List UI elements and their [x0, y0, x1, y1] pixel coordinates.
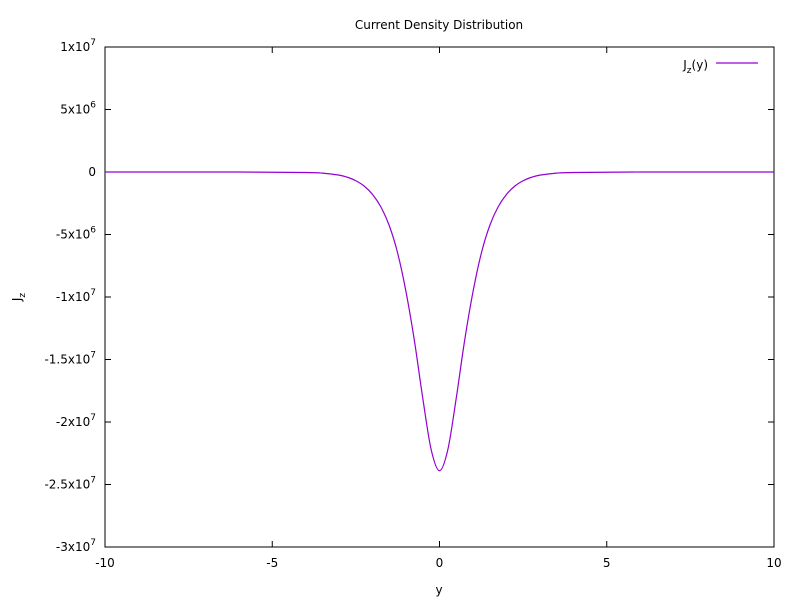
y-tick-label: -1.5x107 — [44, 351, 96, 367]
x-tick-label: -10 — [95, 556, 115, 570]
y-tick-label: -1x107 — [56, 288, 96, 304]
y-tick-label: -2x107 — [56, 413, 96, 429]
series-line-jz — [104, 171, 775, 472]
y-tick-label: -2.5x107 — [44, 476, 96, 492]
legend-label-suffix: (y) — [692, 58, 708, 72]
y-axis-label-sub: z — [18, 293, 28, 298]
axes — [104, 46, 775, 548]
x-tick-label: 5 — [603, 556, 611, 570]
y-axis-label: Jz — [10, 293, 28, 303]
x-tick-label: 0 — [436, 556, 444, 570]
x-axis-ticks: -10 -5 0 5 10 — [95, 47, 782, 570]
x-tick-label: -5 — [266, 556, 278, 570]
plot-border — [104, 46, 775, 548]
y-tick-label: -3x107 — [56, 538, 96, 554]
chart-title: Current Density Distribution — [355, 18, 523, 32]
legend: Jz(y) — [682, 58, 758, 76]
legend-label-sub: z — [687, 66, 692, 76]
legend-label-base: J — [682, 58, 687, 72]
y-axis-label-base: J — [10, 298, 24, 303]
y-tick-label: 0 — [88, 165, 96, 179]
y-tick-label: -5x106 — [56, 226, 96, 242]
y-tick-label: 5x106 — [60, 101, 96, 117]
x-tick-label: 10 — [766, 556, 781, 570]
plot-area — [104, 171, 775, 472]
y-axis-ticks: 1x107 5x106 0 -5x106 -1x107 -1.5x107 -2x107 -2.… — [44, 38, 774, 554]
y-tick-label: 1x107 — [60, 38, 96, 54]
x-axis-label: y — [435, 583, 442, 597]
legend-label: Jz(y) — [682, 58, 708, 76]
